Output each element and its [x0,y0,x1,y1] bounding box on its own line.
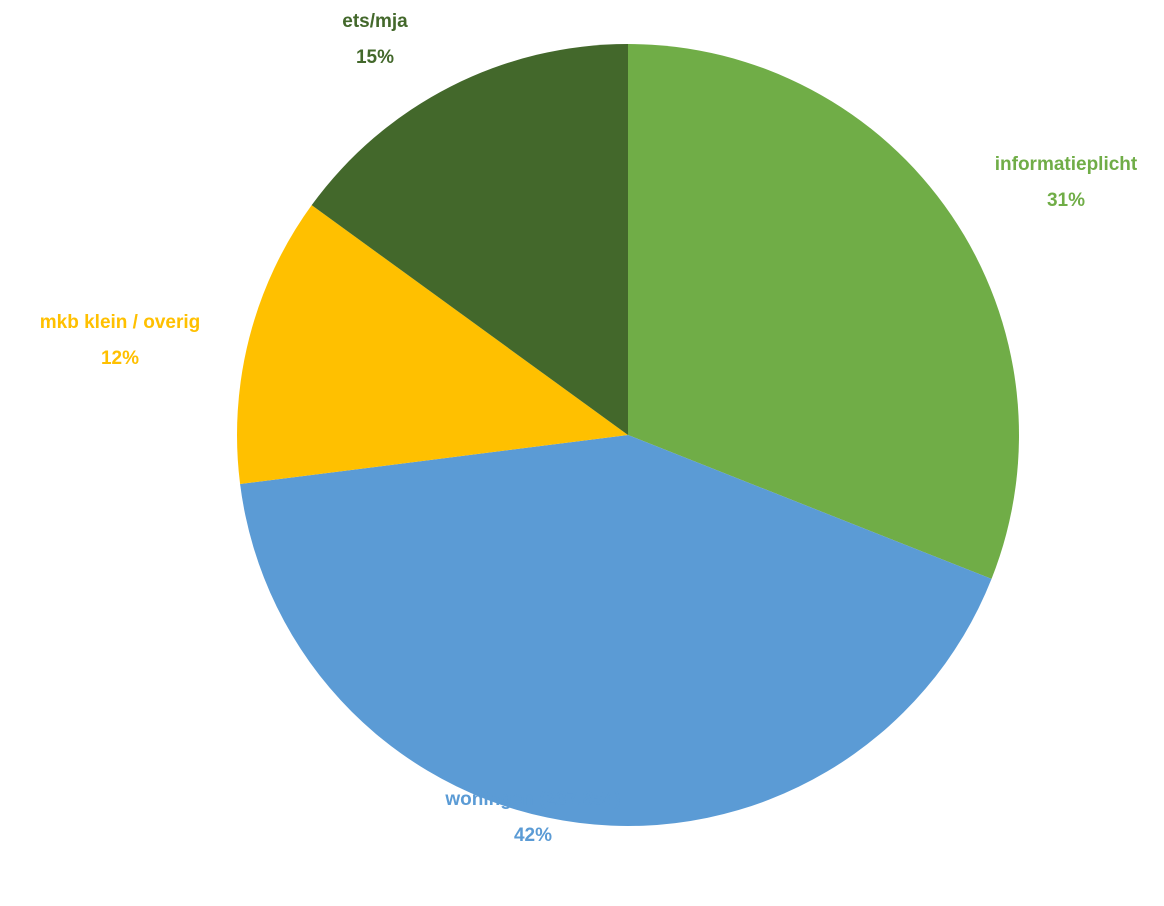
pie-slice [237,205,628,485]
slice-label: ets/mja [342,11,408,32]
slice-value-label: 12% [101,348,139,369]
pie-slice [311,43,628,435]
slice-label: informatieplicht [995,154,1138,175]
pie-slice [628,44,1020,579]
slice-value-label: 31% [1047,190,1085,211]
slice-label: mkb klein / overig [40,312,201,333]
pie-slice [240,435,992,826]
slice-value-label: 15% [356,47,394,68]
slice-value-label: 42% [514,825,552,846]
slice-label: woningen (237.854) [444,789,620,810]
